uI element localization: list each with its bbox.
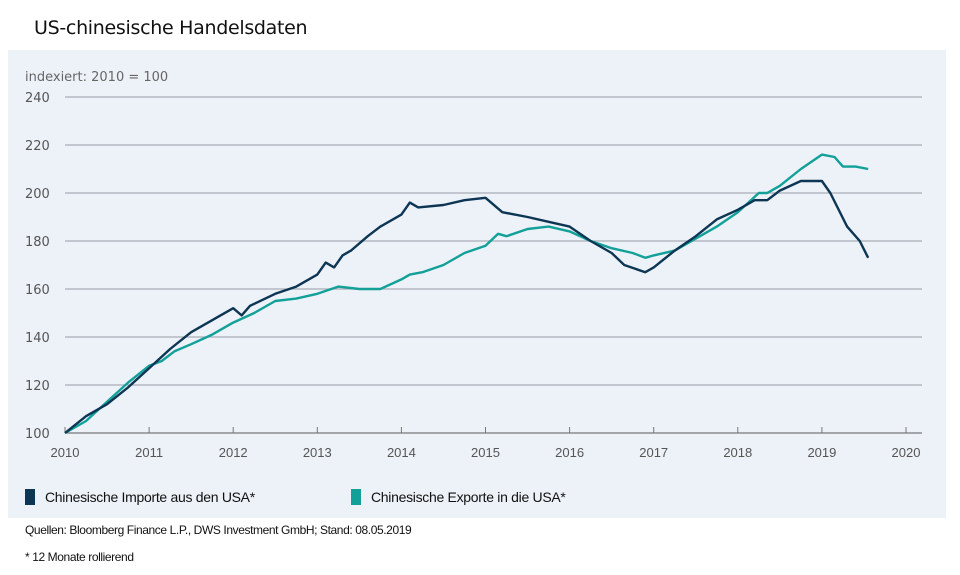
y-tick-label: 100: [25, 427, 50, 442]
x-tick-label: 2012: [219, 445, 248, 460]
x-tick-label: 2016: [555, 445, 584, 460]
y-tick-label: 120: [25, 379, 50, 394]
y-tick-label: 240: [25, 91, 50, 106]
source-note: Quellen: Bloomberg Finance L.P., DWS Inv…: [25, 523, 412, 537]
y-tick-label: 200: [25, 187, 50, 202]
y-tick-label: 220: [25, 139, 50, 154]
y-tick-label: 160: [25, 283, 50, 298]
x-tick-label: 2014: [387, 445, 416, 460]
x-tick-label: 2010: [51, 445, 80, 460]
legend-swatch-exports: [351, 489, 361, 505]
x-tick-label: 2020: [892, 445, 921, 460]
x-tick-label: 2019: [807, 445, 836, 460]
chart-title: US-chinesische Handelsdaten: [34, 17, 308, 39]
x-tick-label: 2018: [723, 445, 752, 460]
y-axis-label: indexiert: 2010 = 100: [25, 70, 168, 85]
legend-label-imports: Chinesische Importe aus den USA*: [45, 489, 255, 505]
y-tick-label: 140: [25, 331, 50, 346]
x-tick-label: 2011: [135, 445, 163, 460]
chart-panel: [8, 50, 946, 518]
x-tick-label: 2013: [303, 445, 332, 460]
legend-item-imports: Chinesische Importe aus den USA*: [25, 489, 255, 505]
series-line-imports: [64, 179, 870, 434]
y-tick-label: 180: [25, 235, 50, 250]
legend-label-exports: Chinesische Exporte in die USA*: [371, 489, 566, 505]
x-tick-label: 2017: [639, 445, 668, 460]
x-tick-label: 2015: [471, 445, 500, 460]
footnote: * 12 Monate rollierend: [25, 550, 134, 564]
series-line-exports: [64, 153, 869, 435]
legend-item-exports: Chinesische Exporte in die USA*: [351, 489, 566, 505]
legend-swatch-imports: [25, 489, 35, 505]
